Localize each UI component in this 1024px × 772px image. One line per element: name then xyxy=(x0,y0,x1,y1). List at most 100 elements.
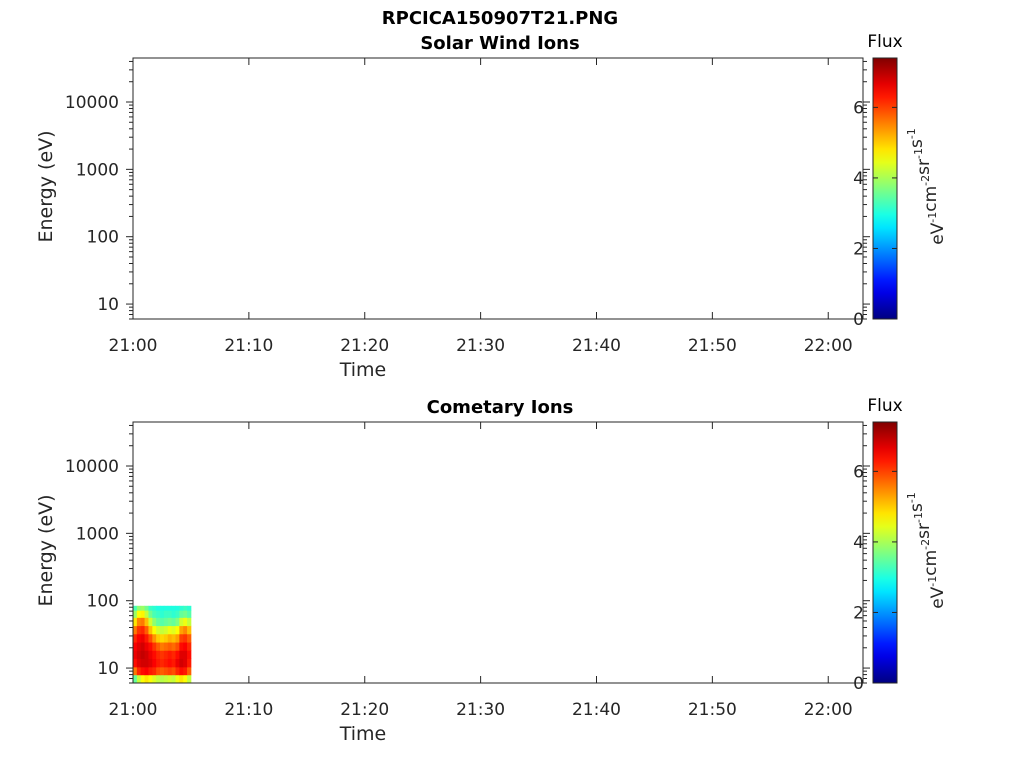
panel2-x-tick-label: 21:10 xyxy=(224,700,273,720)
panel2-heatmap-cell xyxy=(163,642,169,651)
panel1-y-tick-label: 10000 xyxy=(65,93,119,113)
panel2-heatmap-cell xyxy=(160,650,165,659)
panel2-heatmap-cell xyxy=(187,610,192,618)
panel1-x-tick-label: 21:10 xyxy=(224,336,273,356)
panel2-heatmap-cell xyxy=(148,617,153,627)
panel2-colorbar-label-unit: eV xyxy=(928,586,948,608)
panel2-heatmap-cell xyxy=(140,625,145,635)
panel1-colorbar-label-unit: eV xyxy=(928,222,948,244)
panel2-colorbar xyxy=(872,421,898,684)
panel2-heatmap-cell xyxy=(187,617,192,627)
panel2-heatmap-cell xyxy=(136,605,142,611)
panel2-heatmap-cell xyxy=(187,650,192,659)
panel2-heatmap-cell xyxy=(171,610,176,618)
panel2-heatmap-cell xyxy=(144,666,149,676)
panel2-heatmap-cell xyxy=(179,666,184,676)
panel2-heatmap-cell xyxy=(167,633,173,643)
panel1-x-tick-label: 21:00 xyxy=(109,336,158,356)
panel2-heatmap-cell xyxy=(167,610,173,618)
panel2-colorbar-tick-label: 4 xyxy=(853,533,864,553)
panel2-heatmap-cell xyxy=(179,610,184,618)
panel2-heatmap-cell xyxy=(171,642,176,651)
panel2-heatmap-cell xyxy=(156,674,161,684)
panel2-x-axis-label: Time xyxy=(339,723,387,745)
panel2-heatmap-cell xyxy=(163,625,169,635)
panel1-x-axis-label: Time xyxy=(339,359,387,381)
panel2-heatmap-cell xyxy=(152,633,157,643)
panel2-axes-frame xyxy=(132,421,864,684)
panel2-heatmap-cell xyxy=(171,633,176,643)
panel2-heatmap-cell xyxy=(152,674,157,684)
panel2-heatmap-cell xyxy=(183,605,188,611)
panel2-heatmap-cell xyxy=(183,617,188,627)
panel2-heatmap-cell xyxy=(140,666,145,676)
panel2-heatmap-cell xyxy=(152,650,157,659)
panel2-heatmap-cell xyxy=(179,617,184,627)
panel1-y-tick-label: 100 xyxy=(87,228,119,248)
panel2-heatmap-cell xyxy=(163,610,169,618)
panel2-heatmap-cell xyxy=(152,658,157,668)
panel2-heatmap-cell xyxy=(148,666,153,676)
panel2-heatmap-cell xyxy=(140,617,145,627)
panel1-colorbar-label-exponent: -2 xyxy=(919,175,932,186)
panel2-heatmap-cell xyxy=(160,617,165,627)
panel1-colorbar-label: eV-1cm-2sr-1s-1 xyxy=(905,128,948,245)
panel1-colorbar-label-exponent: -1 xyxy=(912,148,925,159)
panel2-heatmap-cell xyxy=(167,625,173,635)
panel2-heatmap-cell xyxy=(183,642,188,651)
panel2-heatmap-cell xyxy=(148,658,153,668)
panel2-colorbar-label-exponent: -1 xyxy=(926,576,939,587)
panel2-heatmap-cell xyxy=(152,610,157,618)
panel2-heatmap-cell xyxy=(133,625,138,635)
panel1-axes-frame xyxy=(132,57,864,320)
panel2-colorbar-label-exponent: -1 xyxy=(912,512,925,523)
panel2-heatmap-cell xyxy=(160,674,165,684)
panel2-x-tick-label: 22:00 xyxy=(804,700,853,720)
panel2-heatmap-cell xyxy=(144,642,149,651)
panel2-heatmap-cell xyxy=(148,674,153,684)
panel2-heatmap-cell xyxy=(163,633,169,643)
panel2-heatmap-cell xyxy=(148,605,153,611)
panel2-heatmap-cell xyxy=(152,666,157,676)
panel2-heatmap-cell xyxy=(136,610,142,618)
panel2-heatmap-cell xyxy=(183,674,188,684)
figure-title: RPCICA150907T21.PNG xyxy=(382,8,618,29)
panel2-heatmap-cell xyxy=(160,666,165,676)
panel2-colorbar-label-exponent: -1 xyxy=(905,492,918,503)
panel2-heatmap-cell xyxy=(160,610,165,618)
panel2-heatmap-cell xyxy=(183,625,188,635)
panel2-heatmap-cell xyxy=(175,658,180,668)
panel2-heatmap-cell xyxy=(156,642,161,651)
panel2-heatmap-cell xyxy=(133,605,138,611)
panel2-x-tick-label: 21:50 xyxy=(688,700,737,720)
panel1-colorbar-label-unit: sr xyxy=(914,159,934,175)
panel2-heatmap-cell xyxy=(167,658,173,668)
panel2-heatmap-cell xyxy=(167,642,173,651)
panel2-heatmap-cell xyxy=(175,610,180,618)
panel2-heatmap-cell xyxy=(187,674,192,684)
panel2-colorbar-title: Flux xyxy=(867,396,902,416)
panel2-heatmap-cell xyxy=(160,605,165,611)
panel2-heatmap-cell xyxy=(156,617,161,627)
panel2-colorbar-label-unit: sr xyxy=(914,523,934,539)
panel2-heatmap-cell xyxy=(148,633,153,643)
panel2-heatmap-cell xyxy=(160,633,165,643)
panel2-colorbar-label-unit: s xyxy=(907,503,927,512)
panel2-heatmap-cell xyxy=(156,605,161,611)
panel1-x-tick-label: 22:00 xyxy=(804,336,853,356)
panel2-heatmap-cell xyxy=(175,666,180,676)
panel2-heatmap-cell xyxy=(140,642,145,651)
panel1-y-tick-label: 10 xyxy=(97,295,119,315)
panel2-heatmap-cell xyxy=(179,658,184,668)
panel2-heatmap-cell xyxy=(179,633,184,643)
panel2-heatmap-cell xyxy=(144,625,149,635)
panel2-y-tick-label: 1000 xyxy=(76,524,119,544)
panel2-heatmap-cell xyxy=(133,674,138,684)
panel2-heatmap-cell xyxy=(144,658,149,668)
panel1-colorbar-title: Flux xyxy=(867,32,902,52)
panel2-y-tick-label: 10 xyxy=(97,659,119,679)
panel2-heatmap-cell xyxy=(144,674,149,684)
panel2-heatmap-cell xyxy=(133,617,138,627)
panel2-heatmap-cell xyxy=(152,625,157,635)
